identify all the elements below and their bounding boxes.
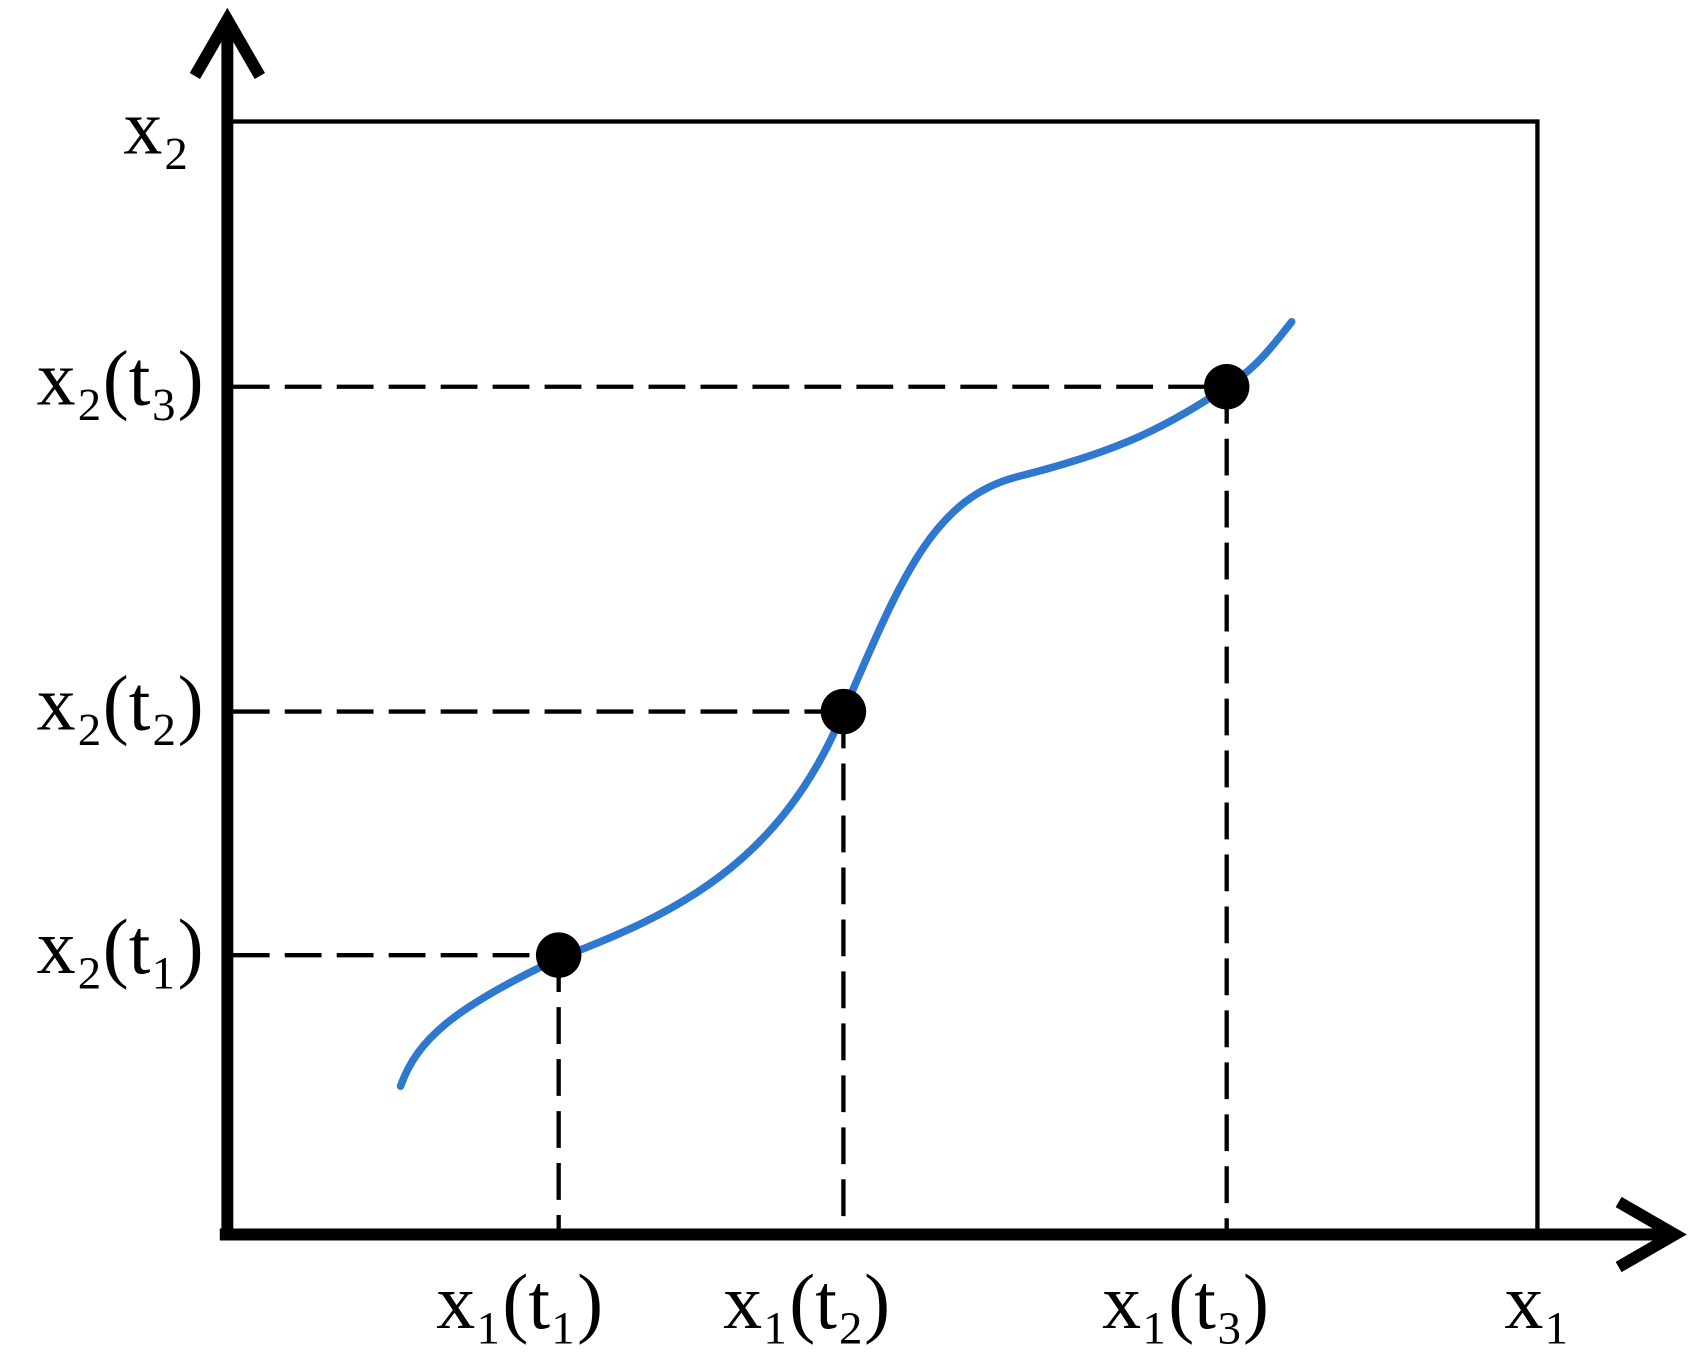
plot-frame xyxy=(225,119,1540,1237)
x-point-label: x₁(t₃) xyxy=(1102,1259,1269,1345)
point-3 xyxy=(1203,364,1250,410)
y-point-label: x₂(t₃) xyxy=(37,336,204,422)
x-axis-arrow xyxy=(1615,1196,1687,1273)
y-axis-arrow xyxy=(189,7,266,79)
y-point-label: x₂(t₂) xyxy=(37,660,204,746)
point-2 xyxy=(820,688,867,735)
guide-2 xyxy=(232,709,846,1235)
x-point-label: x₁(t₂) xyxy=(723,1259,890,1345)
x-point-label: x₁(t₁) xyxy=(436,1259,603,1345)
x-axis-label: x₁ xyxy=(1504,1259,1570,1345)
guide-3 xyxy=(232,384,1229,1235)
trajectory-curve xyxy=(396,318,1296,1090)
guide-1 xyxy=(232,953,561,1235)
point-1 xyxy=(535,932,582,978)
y-axis-label: x₂ xyxy=(123,84,189,170)
y-point-label: x₂(t₁) xyxy=(37,904,204,990)
